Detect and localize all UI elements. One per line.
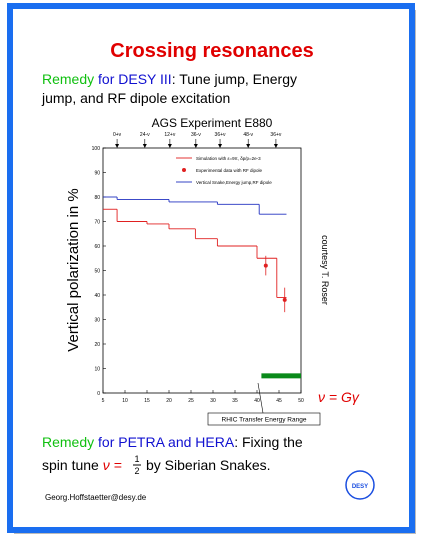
- resonance-label: 48-ν: [243, 132, 253, 138]
- resonance-label: 36+ν: [215, 132, 226, 138]
- text: : Fixing the: [234, 434, 303, 450]
- y-axis-label: Vertical polarization in %: [65, 188, 82, 351]
- credit: courtesy T. Roser: [320, 235, 330, 305]
- y-tick-label: 100: [92, 146, 101, 152]
- range-arrow: [257, 382, 264, 414]
- y-tick-label: 40: [94, 293, 100, 299]
- x-tick-label: 20: [166, 398, 172, 404]
- legend-label: Vertical Snake,Energy jump,RF dipole: [196, 180, 272, 185]
- y-tick-label: 10: [94, 367, 100, 373]
- x-tick-label: 10: [122, 398, 128, 404]
- y-tick-label: 70: [94, 220, 100, 226]
- arrow-head: [273, 144, 278, 148]
- fraction-num: 1: [134, 454, 139, 464]
- x-tick-label: 45: [276, 398, 282, 404]
- arrow-head: [167, 144, 172, 148]
- text: for PETRA and HERA: [98, 434, 235, 450]
- arrow-head: [193, 144, 198, 148]
- remedy-line: Remedy for DESY III: Tune jump, Energy: [42, 71, 297, 87]
- text: : Tune jump, Energy: [172, 71, 297, 87]
- footer: Georg.Hoffstaetter@desy.de: [45, 493, 147, 502]
- data-point: [263, 263, 268, 268]
- remedy-line: Remedy for PETRA and HERA: Fixing the: [42, 434, 303, 450]
- y-tick-label: 30: [94, 318, 100, 324]
- text: Remedy: [42, 71, 94, 87]
- range-label: RHIC Transfer Energy Range: [222, 417, 307, 424]
- arrow-head: [115, 144, 120, 148]
- text: Remedy: [42, 434, 94, 450]
- chart: 0 10 20 30 40 50 60 70 80 90 100 5 10 15 20 25 30 35 40 45 5…: [92, 132, 321, 426]
- y-tick-label: 20: [94, 342, 100, 348]
- text: spin tune: [42, 457, 99, 473]
- legend-label: Simulation with ε=9π, δp/p=2e-3: [196, 156, 261, 161]
- chart-title: AGS Experiment E880: [152, 116, 273, 130]
- y-tick-label: 0: [97, 391, 100, 397]
- data-point: [282, 297, 287, 302]
- y-tick-label: 80: [94, 195, 100, 201]
- arrow-head: [218, 144, 223, 148]
- text: ν =: [103, 457, 122, 473]
- y-tick-label: 90: [94, 171, 100, 177]
- fraction-den: 2: [134, 466, 139, 476]
- logo: [345, 470, 375, 500]
- logo-text: DESY: [352, 484, 368, 490]
- resonance-label: 36-ν: [191, 132, 201, 138]
- text: jump, and RF dipole excitation: [41, 90, 230, 106]
- text: spin tune ν =: [42, 457, 122, 473]
- resonance-label: 0+ν: [113, 132, 122, 138]
- y-tick-label: 60: [94, 244, 100, 250]
- x-tick-label: 40: [254, 398, 260, 404]
- range-bar: [261, 373, 301, 379]
- text: for DESY III: [98, 71, 172, 87]
- x-tick-label: 5: [102, 398, 105, 404]
- x-axis-label: ν = Gγ: [318, 389, 360, 405]
- legend-swatch: [182, 168, 186, 172]
- y-tick-label: 50: [94, 269, 100, 275]
- slide-title: Crossing resonances: [110, 40, 313, 62]
- resonance-label: 24-ν: [140, 132, 150, 138]
- x-tick-label: 25: [188, 398, 194, 404]
- resonance-label: 36+ν: [270, 132, 281, 138]
- text: by Siberian Snakes.: [146, 457, 271, 473]
- x-tick-label: 35: [232, 398, 238, 404]
- range-box: [207, 412, 321, 426]
- x-tick-label: 15: [144, 398, 150, 404]
- arrow-head: [142, 144, 147, 148]
- legend-label: Experimental data with RF dipole: [196, 168, 263, 173]
- x-tick-label: 30: [210, 398, 216, 404]
- resonance-label: 12+ν: [164, 132, 175, 138]
- frame: [7, 3, 415, 533]
- arrow-head: [246, 144, 251, 148]
- x-tick-label: 50: [298, 398, 304, 404]
